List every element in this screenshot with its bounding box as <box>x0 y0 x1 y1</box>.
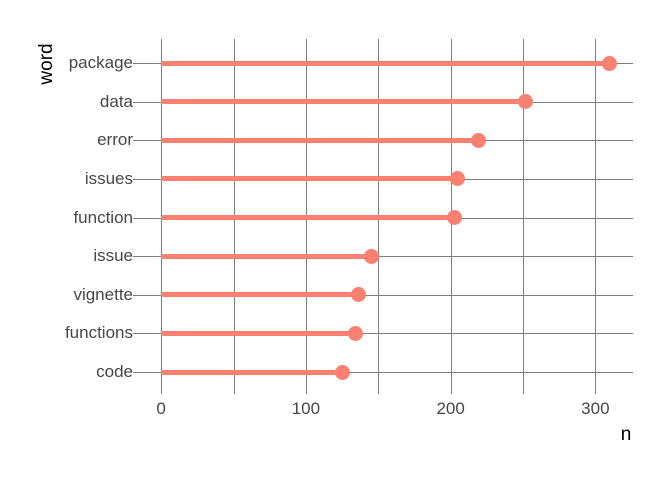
lollipop-stem <box>161 253 372 259</box>
horizontal-gridline <box>138 372 633 373</box>
category-label: error <box>97 130 133 150</box>
lollipop-stem <box>161 60 610 66</box>
category-label: function <box>73 207 133 227</box>
category-label: vignette <box>73 284 133 304</box>
y-axis-tick <box>133 140 138 142</box>
y-axis-tick <box>133 217 138 219</box>
lollipop-stem <box>161 369 343 375</box>
vertical-gridline <box>523 39 524 394</box>
x-tick-label: 300 <box>581 399 610 418</box>
vertical-gridline <box>595 39 597 394</box>
horizontal-gridline <box>138 333 633 335</box>
lollipop-stem <box>161 137 479 143</box>
y-axis-tick <box>133 256 138 258</box>
y-axis-tick <box>133 178 138 180</box>
category-label: code <box>96 362 133 381</box>
category-label: data <box>99 91 133 111</box>
y-axis-tick <box>133 372 138 373</box>
lollipop-dot <box>470 132 486 148</box>
lollipop-stem <box>161 292 358 298</box>
lollipop-stem <box>161 176 458 182</box>
category-label: issues <box>84 168 133 188</box>
y-axis-tick <box>133 101 138 103</box>
lollipop-stem <box>161 215 455 220</box>
lollipop-dot <box>447 210 463 225</box>
lollipop-dot <box>363 248 379 264</box>
horizontal-gridline <box>138 256 633 258</box>
y-axis-tick <box>133 333 138 335</box>
lollipop-dot <box>334 364 350 380</box>
x-tick-label: 0 <box>156 399 166 418</box>
category-label: issue <box>93 246 133 266</box>
x-tick-label: 100 <box>291 399 321 418</box>
x-tick-label: 200 <box>436 399 465 418</box>
lollipop-dot <box>347 325 363 341</box>
category-label: package <box>68 53 133 72</box>
lollipop-dot <box>450 171 466 187</box>
x-axis-title: n <box>620 424 632 445</box>
lollipop-dot <box>518 94 534 110</box>
y-axis-tick <box>133 63 138 64</box>
category-label: functions <box>64 323 133 343</box>
lollipop-stem <box>161 330 356 336</box>
lollipop-dot <box>350 287 366 303</box>
lollipop-dot <box>602 55 618 71</box>
horizontal-gridline <box>138 294 633 296</box>
y-axis-tick <box>133 294 138 296</box>
lollipop-stem <box>161 99 526 105</box>
